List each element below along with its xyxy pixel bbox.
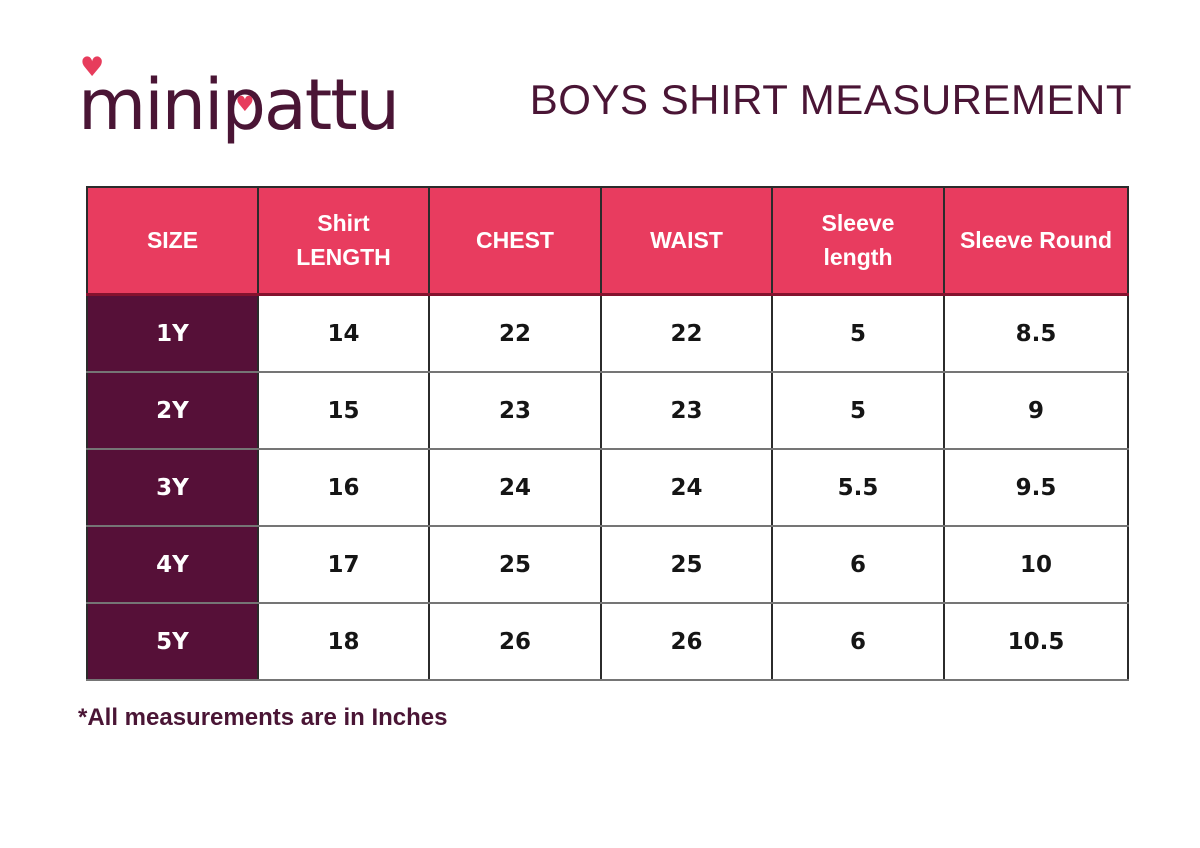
shirt-length-cell: 14: [257, 293, 430, 373]
table-row: 3Y 16 24 24 5.5 9.5: [86, 448, 1129, 527]
table-header: SIZE Shirt LENGTH CHEST WAIST Sleeve len…: [86, 186, 1129, 296]
waist-cell: 23: [600, 371, 773, 450]
size-cell: 1Y: [86, 293, 259, 373]
chest-cell: 24: [428, 448, 602, 527]
logo-letter-p: p ♥: [221, 70, 265, 140]
sleeve-length-cell: 6: [771, 602, 945, 681]
brand-logo-text: ♥ minip ♥ attu: [78, 54, 400, 140]
page-title: BOYS SHIRT MEASUREMENT: [529, 76, 1132, 123]
chest-cell: 25: [428, 525, 602, 604]
sleeve-round-cell: 10.5: [943, 602, 1129, 681]
waist-cell: 22: [600, 293, 773, 373]
table-body: 1Y 14 22 22 5 8.5 2Y 15 23 23 5 9 3Y 16 …: [86, 293, 1129, 681]
sleeve-length-cell: 6: [771, 525, 945, 604]
column-header-chest: CHEST: [428, 186, 602, 296]
shirt-length-cell: 17: [257, 525, 430, 604]
column-header-shirt-length: Shirt LENGTH: [257, 186, 430, 296]
column-header-sleeve-round: Sleeve Round: [943, 186, 1129, 296]
footnote: *All measurements are in Inches: [78, 704, 448, 731]
shirt-length-cell: 18: [257, 602, 430, 681]
column-header-size: SIZE: [86, 186, 259, 296]
column-header-waist: WAIST: [600, 186, 773, 296]
shirt-length-cell: 15: [257, 371, 430, 450]
sleeve-length-cell: 5: [771, 293, 945, 373]
sleeve-length-cell: 5.5: [771, 448, 945, 527]
column-header-sleeve-length: Sleeve length: [771, 186, 945, 296]
size-cell: 2Y: [86, 371, 259, 450]
table-row: 1Y 14 22 22 5 8.5: [86, 293, 1129, 373]
sleeve-round-cell: 9: [943, 371, 1129, 450]
sleeve-length-cell: 5: [771, 371, 945, 450]
measurement-table: SIZE Shirt LENGTH CHEST WAIST Sleeve len…: [86, 186, 1129, 681]
table-row: 2Y 15 23 23 5 9: [86, 371, 1129, 450]
size-cell: 3Y: [86, 448, 259, 527]
waist-cell: 25: [600, 525, 773, 604]
table-row: 4Y 17 25 25 6 10: [86, 525, 1129, 604]
sleeve-round-cell: 9.5: [943, 448, 1129, 527]
logo-text-mini: mini: [78, 64, 223, 146]
chest-cell: 22: [428, 293, 602, 373]
chest-cell: 23: [428, 371, 602, 450]
logo-text-attu: attu: [263, 64, 400, 146]
sleeve-round-cell: 10: [943, 525, 1129, 604]
header-row: SIZE Shirt LENGTH CHEST WAIST Sleeve len…: [86, 186, 1129, 296]
logo-letter-p-glyph: p: [221, 64, 265, 146]
brand-logo: ♥ minip ♥ attu: [78, 54, 400, 140]
chest-cell: 26: [428, 602, 602, 681]
waist-cell: 24: [600, 448, 773, 527]
size-cell: 4Y: [86, 525, 259, 604]
shirt-length-cell: 16: [257, 448, 430, 527]
size-cell: 5Y: [86, 602, 259, 681]
waist-cell: 26: [600, 602, 773, 681]
table-row: 5Y 18 26 26 6 10.5: [86, 602, 1129, 681]
heart-icon: ♥: [235, 92, 254, 116]
sleeve-round-cell: 8.5: [943, 293, 1129, 373]
heart-icon: ♥: [80, 52, 104, 83]
